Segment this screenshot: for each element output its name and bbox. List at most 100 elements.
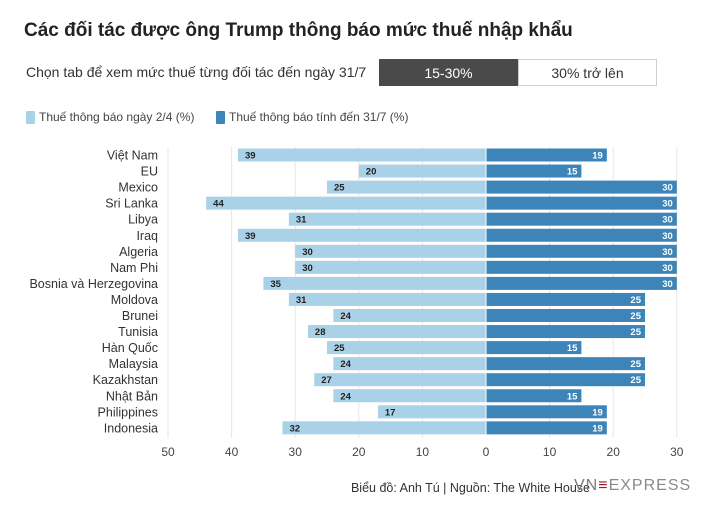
bar-april xyxy=(288,212,486,226)
bar-april xyxy=(295,244,486,258)
x-tick-label: 30 xyxy=(670,445,684,459)
data-label-april: 30 xyxy=(302,263,313,274)
x-tick-label: 20 xyxy=(352,445,366,459)
bar-april xyxy=(358,164,486,178)
legend-item-april: Thuế thông báo ngày 2/4 (%) xyxy=(26,110,194,124)
data-label-july: 15 xyxy=(567,343,578,354)
data-label-july: 30 xyxy=(662,263,673,274)
bar-april xyxy=(295,260,486,274)
data-label-april: 32 xyxy=(289,423,300,434)
logo-part-express: EXPRESS xyxy=(608,477,692,494)
data-label-july: 15 xyxy=(567,391,578,402)
data-label-july: 19 xyxy=(592,151,603,162)
bar-july xyxy=(486,421,607,435)
bar-july xyxy=(486,405,607,419)
category-label: Hàn Quốc xyxy=(102,341,158,355)
bar-april xyxy=(327,180,486,194)
data-label-july: 19 xyxy=(592,407,603,418)
bar-april xyxy=(237,228,486,242)
data-label-april: 39 xyxy=(245,151,256,162)
bar-july xyxy=(486,260,677,274)
bar-april xyxy=(288,292,486,306)
data-label-april: 24 xyxy=(340,311,351,322)
tab-prompt: Chọn tab để xem mức thuế từng đối tác đế… xyxy=(26,64,367,80)
data-label-july: 25 xyxy=(630,327,641,338)
bar-july xyxy=(486,212,677,226)
bar-july xyxy=(486,244,677,258)
data-label-april: 30 xyxy=(302,247,313,258)
legend-swatch-dark xyxy=(216,110,225,124)
bar-april xyxy=(307,325,486,339)
tab-15-30[interactable]: 15-30% xyxy=(379,59,518,86)
legend-swatch-light xyxy=(26,110,35,124)
category-label: Mexico xyxy=(118,181,158,195)
bar-april xyxy=(206,196,486,210)
tab-30-plus[interactable]: 30% trở lên xyxy=(518,59,657,86)
category-label: Iraq xyxy=(136,229,158,243)
category-label: Bosnia và Herzegovina xyxy=(29,277,158,291)
data-label-april: 24 xyxy=(340,359,351,370)
data-label-april: 17 xyxy=(385,407,396,418)
bar-april xyxy=(314,373,486,387)
category-label: Việt Nam xyxy=(107,149,158,163)
data-label-july: 30 xyxy=(662,183,673,194)
bar-july xyxy=(486,373,645,387)
bar-july xyxy=(486,164,582,178)
x-tick-label: 10 xyxy=(416,445,430,459)
data-label-july: 25 xyxy=(630,359,641,370)
bar-april xyxy=(333,389,486,403)
x-tick-label: 20 xyxy=(607,445,621,459)
bar-april xyxy=(237,148,486,162)
category-label: Algeria xyxy=(119,245,158,259)
data-label-april: 44 xyxy=(213,199,224,210)
chart-credit: Biểu đồ: Anh Tú | Nguồn: The White House xyxy=(350,481,590,495)
logo-part-vn: VN xyxy=(574,477,599,494)
data-label-april: 39 xyxy=(245,231,256,242)
category-label: EU xyxy=(141,165,158,179)
data-label-july: 19 xyxy=(592,423,603,434)
bar-april xyxy=(327,341,486,355)
category-label: Malaysia xyxy=(109,357,158,371)
data-label-april: 25 xyxy=(334,343,345,354)
data-label-april: 31 xyxy=(296,215,307,226)
data-label-april: 25 xyxy=(334,183,345,194)
category-label: Tunisia xyxy=(118,325,158,339)
bar-april xyxy=(333,309,486,322)
data-label-july: 30 xyxy=(662,199,673,210)
bar-july xyxy=(486,357,645,371)
data-label-april: 28 xyxy=(315,327,326,338)
category-label: Indonesia xyxy=(104,421,158,435)
category-label: Philippines xyxy=(98,405,158,419)
data-label-july: 25 xyxy=(630,375,641,386)
data-label-july: 30 xyxy=(662,231,673,242)
legend-item-july: Thuế thông báo tính đến 31/7 (%) xyxy=(216,110,408,124)
legend-label-july: Thuế thông báo tính đến 31/7 (%) xyxy=(229,110,409,124)
data-label-april: 31 xyxy=(296,295,307,306)
bar-july xyxy=(486,341,582,355)
bar-april xyxy=(263,276,486,290)
bar-july xyxy=(486,180,677,194)
data-label-july: 30 xyxy=(662,215,673,226)
x-tick-label: 30 xyxy=(289,445,303,459)
bar-april xyxy=(333,357,486,371)
bar-july xyxy=(486,196,677,210)
x-tick-label: 40 xyxy=(225,445,239,459)
legend-label-april: Thuế thông báo ngày 2/4 (%) xyxy=(39,110,195,124)
category-label: Nhật Bản xyxy=(106,389,158,403)
data-label-july: 30 xyxy=(662,279,673,290)
bar-july xyxy=(486,292,645,306)
data-label-april: 20 xyxy=(366,167,377,178)
x-tick-label: 50 xyxy=(161,445,175,459)
category-label: Libya xyxy=(128,213,158,227)
bar-july xyxy=(486,389,582,403)
category-label: Kazakhstan xyxy=(93,373,158,387)
data-label-july: 25 xyxy=(630,311,641,322)
data-label-april: 35 xyxy=(270,279,281,290)
logo-accent: ≡ xyxy=(598,477,609,494)
x-tick-label: 0 xyxy=(483,445,490,459)
bar-july xyxy=(486,309,645,322)
x-tick-label: 10 xyxy=(543,445,557,459)
chart-title: Các đối tác được ông Trump thông báo mức… xyxy=(24,20,573,41)
bar-july xyxy=(486,148,607,162)
